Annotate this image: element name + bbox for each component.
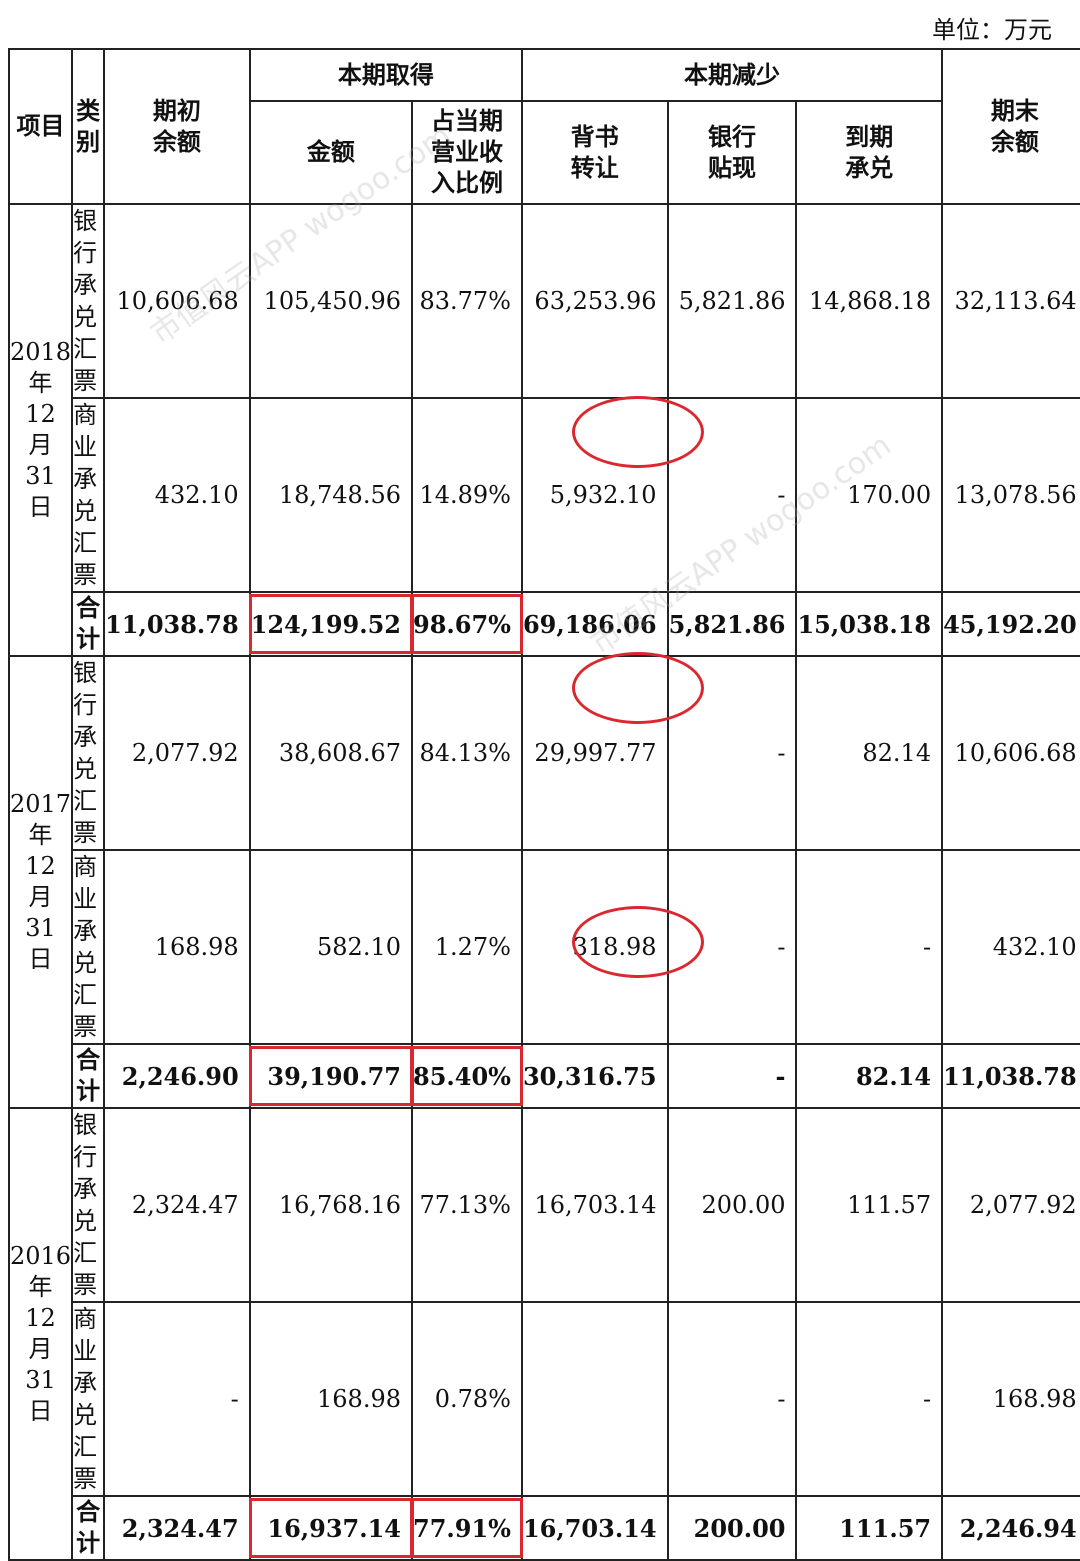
closing-cell: 432.10: [941, 849, 1080, 1045]
maturity-cell: 111.57: [795, 1495, 944, 1561]
discount-cell: -: [666, 397, 798, 593]
endorse-cell: 29,997.77: [520, 655, 669, 851]
category-cell: 商 业 承 兑 汇票: [71, 1301, 106, 1497]
table-row: 商 业 承 兑 汇票 - 168.98 0.78% - - 168.98: [9, 1301, 1080, 1497]
opening-cell: 2,246.90: [103, 1043, 251, 1109]
amount-cell: 582.10: [248, 849, 414, 1045]
highlighted-endorse-cell: 30,316.75: [520, 1043, 669, 1109]
endorse-cell: 5,932.10: [520, 397, 669, 593]
table-row: 2016 年 12 月 31 日 银 行 承 兑 汇票 2,324.47 16,…: [7, 1107, 1080, 1561]
ratio-cell: 77.13%: [411, 1107, 523, 1303]
amount-cell: 168.98: [248, 1301, 414, 1497]
highlighted-endorse-cell: 16,703.14: [520, 1495, 669, 1561]
total-label: 合计: [71, 1495, 106, 1561]
category-cell: 银 行 承 兑 汇票: [71, 203, 106, 399]
endorse-cell: 318.98: [520, 849, 669, 1045]
maturity-cell: 111.57: [795, 1107, 944, 1303]
period-label: 2017 年 12 月 31 日: [7, 655, 74, 1109]
maturity-cell: -: [795, 1301, 944, 1497]
table-row: 商 业 承 兑 汇票 168.98 582.10 1.27% 318.98 - …: [9, 849, 1080, 1045]
discount-cell: -: [666, 655, 798, 851]
maturity-cell: 82.14: [795, 655, 944, 851]
total-row: 合计 2,324.47 16,937.14 77.91% 16,703.14 2…: [9, 1495, 1080, 1561]
closing-cell: 13,078.56: [941, 397, 1080, 593]
closing-cell: 32,113.64: [941, 203, 1080, 399]
discount-cell: -: [666, 849, 798, 1045]
notes-receivable-table: 项目 类别 期初 余额 本期取得 本期减少 期末 余额 金额 占当期 营业收 入…: [7, 48, 1080, 1561]
ratio-cell: 83.77%: [411, 203, 523, 399]
closing-cell: 2,246.94: [941, 1495, 1080, 1561]
maturity-cell: 14,868.18: [795, 203, 944, 399]
opening-cell: 10,606.68: [103, 203, 251, 399]
header-discount: 银行 贴现: [666, 100, 798, 205]
closing-cell: 2,077.92: [941, 1107, 1080, 1303]
total-row: 合计 2,246.90 39,190.77 85.40% 30,316.75 -…: [9, 1043, 1080, 1109]
discount-cell: 200.00: [666, 1107, 798, 1303]
header-opening: 期初 余额: [103, 48, 251, 205]
maturity-cell: 170.00: [795, 397, 944, 593]
category-cell: 银 行 承 兑 汇票: [71, 1107, 106, 1303]
category-cell: 商 业 承 兑 汇票: [71, 397, 106, 593]
maturity-cell: -: [795, 849, 944, 1045]
header-category: 类别: [71, 48, 106, 205]
endorse-cell: 63,253.96: [520, 203, 669, 399]
opening-cell: 2,077.92: [103, 655, 251, 851]
header-item: 项目: [7, 48, 74, 205]
highlighted-amount-cell: 124,199.52: [248, 591, 415, 657]
header-maturity: 到期 承兑: [795, 100, 944, 205]
table-row: 商 业 承 兑 汇票 432.10 18,748.56 14.89% 5,932…: [9, 397, 1080, 593]
header-acquired-group: 本期取得: [248, 48, 523, 102]
total-label: 合计: [71, 1043, 106, 1109]
ratio-cell: 1.27%: [411, 849, 523, 1045]
maturity-cell: 82.14: [795, 1043, 944, 1109]
total-row: 合计 11,038.78 124,199.52 98.67% 69,186.06…: [9, 591, 1080, 657]
highlighted-ratio-cell: 98.67%: [411, 591, 524, 657]
highlighted-ratio-cell: 77.91%: [411, 1495, 524, 1561]
opening-cell: 2,324.47: [103, 1107, 251, 1303]
maturity-cell: 15,038.18: [795, 591, 944, 657]
header-decrease-group: 本期减少: [520, 48, 944, 102]
table-row: 2018 年 12 月 31 日 银 行 承 兑 汇票 10,606.68 10…: [7, 203, 1080, 657]
discount-cell: 200.00: [666, 1495, 798, 1561]
period-label: 2018 年 12 月 31 日: [7, 203, 74, 657]
unit-label: 单位：万元: [932, 16, 1052, 44]
category-cell: 商 业 承 兑 汇票: [71, 849, 106, 1045]
amount-cell: 38,608.67: [248, 655, 414, 851]
closing-cell: 45,192.20: [941, 591, 1080, 657]
ratio-cell: 0.78%: [411, 1301, 523, 1497]
opening-cell: 168.98: [103, 849, 251, 1045]
discount-cell: 5,821.86: [666, 203, 798, 399]
opening-cell: 11,038.78: [103, 591, 251, 657]
closing-cell: 168.98: [941, 1301, 1080, 1497]
highlighted-endorse-cell: 69,186.06: [520, 591, 669, 657]
discount-cell: -: [666, 1301, 798, 1497]
highlighted-amount-cell: 16,937.14: [248, 1495, 415, 1561]
ratio-cell: 14.89%: [411, 397, 523, 593]
highlighted-ratio-cell: 85.40%: [411, 1043, 524, 1109]
closing-cell: 10,606.68: [941, 655, 1080, 851]
opening-cell: 432.10: [103, 397, 251, 593]
ratio-cell: 84.13%: [411, 655, 523, 851]
header-acquired-ratio: 占当期 营业收 入比例: [411, 100, 523, 205]
endorse-cell: [520, 1301, 669, 1497]
endorse-cell: 16,703.14: [520, 1107, 669, 1303]
discount-cell: 5,821.86: [666, 591, 798, 657]
amount-cell: 16,768.16: [248, 1107, 414, 1303]
table-row: 2017 年 12 月 31 日 银 行 承 兑 汇票 2,077.92 38,…: [7, 655, 1080, 1109]
total-label: 合计: [71, 591, 106, 657]
opening-cell: -: [103, 1301, 251, 1497]
opening-cell: 2,324.47: [103, 1495, 251, 1561]
category-cell: 银 行 承 兑 汇票: [71, 655, 106, 851]
header-endorse: 背书 转让: [520, 100, 669, 205]
amount-cell: 105,450.96: [248, 203, 414, 399]
closing-cell: 11,038.78: [941, 1043, 1080, 1109]
highlighted-amount-cell: 39,190.77: [248, 1043, 415, 1109]
discount-cell: -: [666, 1043, 798, 1109]
period-label: 2016 年 12 月 31 日: [7, 1107, 74, 1561]
header-acquired-amount: 金额: [248, 100, 414, 205]
header-closing: 期末 余额: [941, 48, 1080, 205]
amount-cell: 18,748.56: [248, 397, 414, 593]
